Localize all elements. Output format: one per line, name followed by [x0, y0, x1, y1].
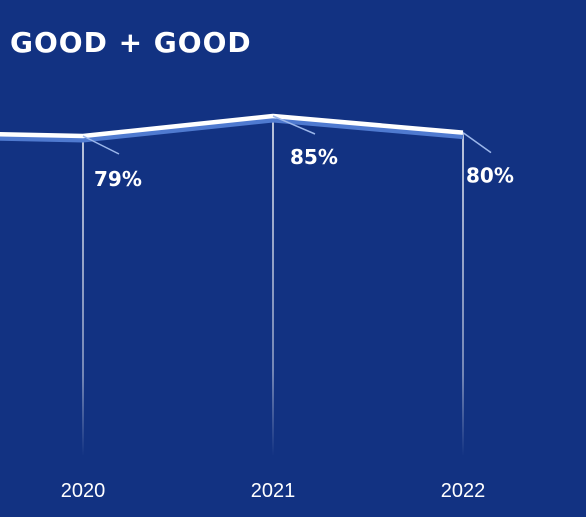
series-line-shadow: [0, 117, 464, 143]
x-tick-label-2021: 2021: [251, 480, 296, 502]
series-lines: [0, 113, 464, 143]
series-line: [0, 113, 464, 139]
data-label-2022: 80%: [466, 164, 514, 188]
drop-line-2022: [462, 132, 464, 456]
x-tick-label-2020: 2020: [61, 480, 106, 502]
drop-line-2021: [272, 116, 274, 456]
leader-line-2022: [462, 132, 492, 154]
drop-lines: [82, 116, 464, 456]
leader-line-2021: [272, 115, 316, 135]
leader-lines: [82, 115, 492, 155]
data-label-2021: 85%: [290, 145, 338, 169]
leader-line-2020: [82, 135, 120, 155]
x-tick-label-2022: 2022: [441, 480, 486, 502]
data-label-2020: 79%: [94, 167, 142, 191]
drop-line-2020: [82, 136, 84, 456]
data-labels: 79% 85% 80%: [94, 145, 514, 191]
chart-title: GOOD + GOOD: [10, 26, 252, 59]
x-axis-ticks: 2020 2021 2022: [61, 480, 486, 502]
